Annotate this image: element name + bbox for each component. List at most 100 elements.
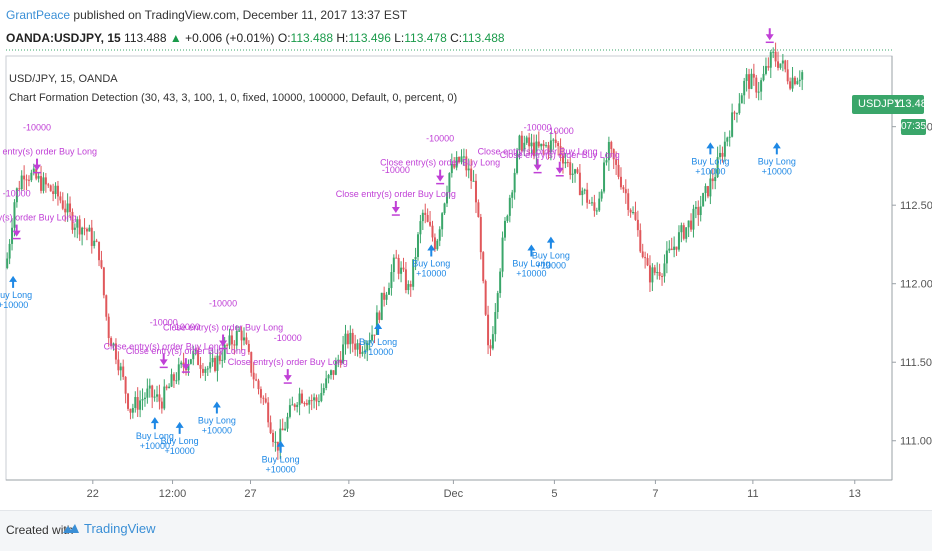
candle-body xyxy=(791,77,794,89)
candle-body xyxy=(484,281,487,315)
candle-body xyxy=(250,352,253,373)
candle-body xyxy=(156,394,159,397)
candle-body xyxy=(298,393,301,405)
buy-signal-label: Buy Long xyxy=(691,156,729,166)
candle-body xyxy=(755,77,758,93)
close-signal-amount: -10000 xyxy=(546,126,574,136)
candle-body xyxy=(293,404,296,407)
candle-body xyxy=(503,220,506,238)
candle-body xyxy=(491,334,494,349)
close-arrow-icon xyxy=(436,169,445,182)
candle-body xyxy=(313,397,316,401)
candle-body xyxy=(129,408,132,413)
candle-body xyxy=(90,227,93,246)
candle-body xyxy=(588,202,591,204)
candle-body xyxy=(743,80,746,96)
chart-legend-symbol: USD/JPY, 15, OANDA xyxy=(9,73,118,85)
candle-body xyxy=(564,162,567,164)
candle-body xyxy=(105,295,108,317)
close-signal-label: Close entry(s) order Buy Long xyxy=(0,213,77,223)
candle-body xyxy=(798,79,801,82)
candle-body xyxy=(64,208,67,213)
chart-legend-indicator[interactable]: Chart Formation Detection (30, 43, 3, 10… xyxy=(9,92,458,104)
candle-body xyxy=(438,229,441,241)
buy-signal-amount: +10000 xyxy=(165,446,195,456)
candle-body xyxy=(680,225,683,233)
close-arrow-icon xyxy=(533,158,542,171)
close-signal-label: Close entry(s) order Buy Long xyxy=(336,189,456,199)
buy-signal-amount: +10000 xyxy=(762,166,792,176)
close-signal-label: Close entry(s) order Buy Long xyxy=(104,341,224,351)
candle-body xyxy=(789,81,792,89)
candle-body xyxy=(719,152,722,158)
candle-body xyxy=(192,350,195,360)
candle-body xyxy=(245,337,248,344)
badge-price: 113.488 xyxy=(894,98,932,110)
candle-body xyxy=(354,343,357,350)
candle-body xyxy=(267,402,270,423)
candle-body xyxy=(177,364,180,381)
candle-body xyxy=(549,140,552,153)
candle-body xyxy=(704,186,707,194)
candle-body xyxy=(470,168,473,181)
candle-body xyxy=(661,275,664,277)
symbol[interactable]: OANDA:USDJPY, 15 xyxy=(6,31,121,45)
candle-body xyxy=(499,271,502,294)
candle-body xyxy=(390,272,393,289)
buy-arrow-icon xyxy=(706,142,715,155)
up-arrow-icon: ▲ xyxy=(169,31,182,45)
buy-signal-amount: +10000 xyxy=(266,465,296,475)
candle-body xyxy=(762,73,765,81)
candle-body xyxy=(346,333,349,345)
candle-body xyxy=(380,292,383,320)
close-arrow-icon xyxy=(181,358,190,371)
buy-signal-amount: +10000 xyxy=(695,166,725,176)
candle-body xyxy=(269,422,272,433)
candle-body xyxy=(501,237,504,272)
candle-body xyxy=(180,362,183,365)
candle-body xyxy=(612,149,615,160)
candle-body xyxy=(291,404,294,406)
tradingview-brand[interactable]: TradingView xyxy=(62,521,156,536)
candle-body xyxy=(206,368,209,370)
candle-body xyxy=(204,369,207,373)
low-label: L: xyxy=(394,31,405,45)
close-arrow-icon xyxy=(765,28,774,41)
close-signal-amount: -10000 xyxy=(274,333,302,343)
candle-body xyxy=(361,351,364,354)
candle-body xyxy=(146,388,149,398)
candle-body xyxy=(122,366,125,377)
candle-body xyxy=(656,272,659,274)
candle-body xyxy=(264,398,267,403)
candle-body xyxy=(325,378,328,388)
candle-body xyxy=(757,91,760,93)
low-value: 113.478 xyxy=(404,31,447,45)
candle-body xyxy=(6,258,9,268)
candle-body xyxy=(651,267,654,283)
candle-body xyxy=(168,386,171,389)
candle-body xyxy=(235,330,238,346)
candle-body xyxy=(489,345,492,349)
buy-arrow-icon xyxy=(276,440,285,453)
candle-body xyxy=(127,393,130,409)
buy-signal-amount: +10000 xyxy=(0,300,28,310)
candle-body xyxy=(723,141,726,157)
candle-body xyxy=(226,344,229,346)
candle-body xyxy=(78,219,81,235)
candle-body xyxy=(117,359,120,371)
candle-body xyxy=(615,159,618,165)
author-link[interactable]: GrantPeace xyxy=(6,8,71,22)
candle-body xyxy=(518,135,521,151)
candle-body xyxy=(479,217,482,253)
x-tick-label: 12:00 xyxy=(159,488,187,500)
candle-body xyxy=(561,155,564,164)
candle-body xyxy=(644,257,647,259)
candle-body xyxy=(392,257,395,273)
close-signal-label: Close entry(s) order Buy Long xyxy=(126,346,246,356)
candle-body xyxy=(15,188,18,203)
candle-body xyxy=(214,357,217,371)
candle-body xyxy=(634,211,637,220)
candle-body xyxy=(578,172,581,196)
close-signal-label: Close entry(s) order Buy Long xyxy=(0,147,97,157)
